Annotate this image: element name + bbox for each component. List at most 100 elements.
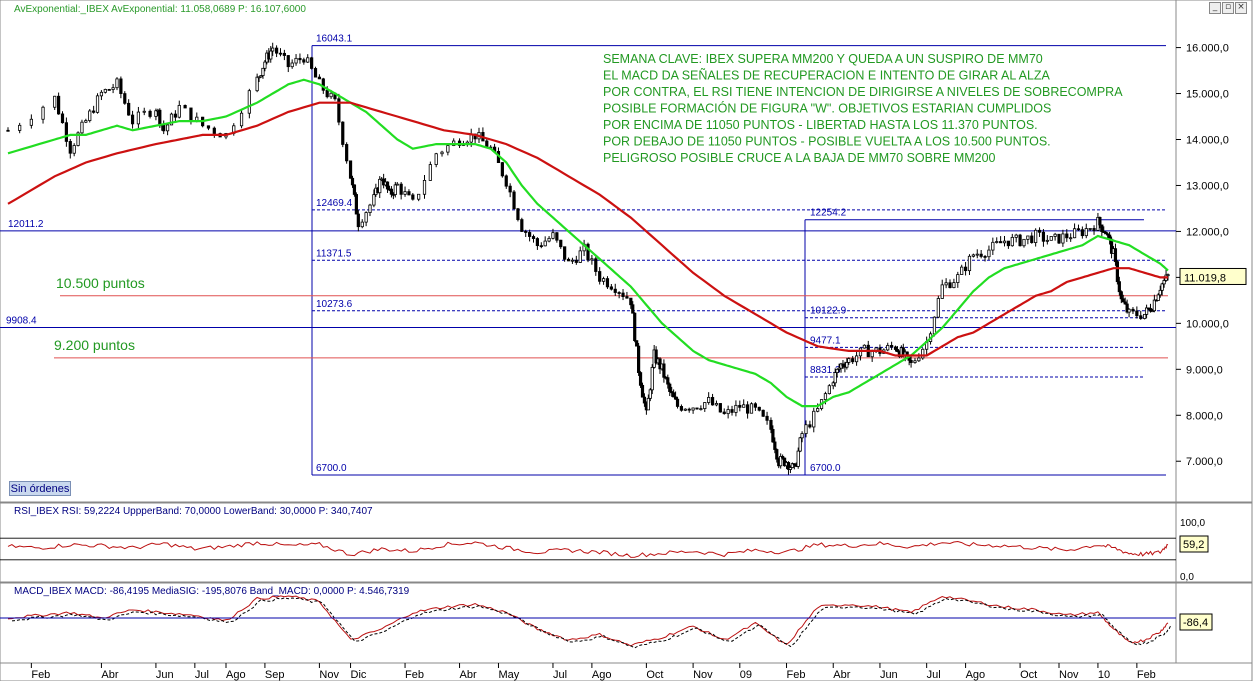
price-candle (1148, 308, 1153, 312)
price-candle (753, 403, 757, 408)
price-candle (637, 345, 641, 373)
price-candle (368, 204, 372, 213)
price-candle (1057, 233, 1061, 244)
price-candle (516, 208, 520, 220)
price-candle (679, 406, 684, 411)
price-candle (321, 78, 325, 91)
price-candle (635, 340, 639, 347)
price-candle (749, 403, 754, 414)
maximize-icon[interactable]: ▫ (1222, 2, 1234, 14)
price-candle (337, 98, 341, 123)
price-candle (302, 59, 306, 63)
price-candle (833, 372, 837, 384)
price-candle (745, 404, 750, 414)
price-candle (403, 191, 407, 195)
price-candle (539, 245, 543, 248)
price-candle (95, 95, 100, 113)
fib2-level-label: 10122.9 (810, 306, 847, 317)
price-candle (1166, 274, 1170, 277)
price-candle (979, 253, 983, 257)
price-candle (601, 278, 606, 282)
price-candle (893, 346, 898, 350)
price-candle (142, 110, 146, 113)
price-candle (936, 298, 940, 318)
price-candle (913, 360, 917, 363)
price-candle (590, 258, 594, 261)
x-tick-label: Jul (553, 669, 567, 681)
rsi-panel-frame (0, 502, 1253, 583)
price-candle (269, 50, 273, 60)
x-tick-label: Abr (460, 669, 477, 681)
fib1-level-label: 11371.5 (316, 248, 352, 259)
price-candle (662, 363, 666, 378)
price-candle (631, 304, 635, 314)
y-tick-label: 16.000,0 (1186, 43, 1229, 55)
price-candle (440, 151, 444, 155)
price-candle (348, 160, 353, 179)
price-candle (274, 47, 279, 54)
fib2-bottom-label: 6700.0 (810, 463, 841, 474)
price-candle (1150, 310, 1155, 313)
price-candle (378, 178, 382, 194)
mm70-line (7, 78, 1169, 408)
no-orders-button[interactable]: Sin órdenes (9, 481, 71, 496)
price-candle (854, 355, 859, 363)
price-candle (718, 403, 722, 413)
price-candle (294, 57, 298, 64)
close-icon[interactable]: × (1235, 2, 1247, 14)
price-candle (687, 408, 691, 411)
price-candle (837, 367, 841, 370)
price-candle (944, 282, 948, 286)
price-candle (329, 92, 333, 98)
price-candle (417, 193, 421, 200)
price-candle (177, 105, 181, 118)
price-candle (1026, 235, 1030, 240)
price-candle (672, 392, 676, 398)
price-candle (547, 237, 551, 242)
price-candle (769, 419, 773, 430)
main-panel-frame (0, 0, 1253, 503)
price-candle (1006, 240, 1011, 247)
price-candle (650, 366, 654, 391)
price-candle (699, 408, 703, 411)
price-candle (1100, 224, 1104, 232)
minimize-icon[interactable]: _ (1209, 2, 1221, 14)
price-candle (1144, 307, 1149, 315)
x-tick-label: Oct (646, 669, 663, 681)
price-candle (107, 89, 111, 91)
price-candle (1061, 233, 1065, 244)
rsi-header-label: RSI_IBEX RSI: 59,2224 UppperBand: 70,000… (14, 506, 373, 517)
x-tick-label: Feb (787, 669, 806, 681)
price-candle (613, 288, 617, 293)
price-candle (779, 456, 783, 467)
price-candle (1014, 234, 1018, 238)
price-candle (975, 253, 979, 256)
price-candle (1106, 233, 1110, 236)
x-tick-label: Sep (265, 669, 285, 681)
price-candle (609, 286, 613, 290)
price-candle (1143, 313, 1147, 319)
y-tick-label: 7.000,0 (1186, 456, 1223, 468)
price-candle (707, 397, 711, 403)
price-candle (1065, 233, 1069, 239)
price-candle (500, 162, 504, 177)
price-candle (317, 76, 322, 80)
price-candle (1076, 228, 1081, 231)
price-candle (633, 312, 637, 341)
price-candle (1123, 301, 1127, 305)
rsi-line (7, 540, 1169, 558)
price-candle (1113, 248, 1118, 263)
price-candle (566, 258, 571, 262)
price-candle (675, 398, 680, 407)
price-candle (666, 377, 670, 385)
price-candle (1018, 234, 1022, 247)
price-candle (917, 357, 921, 362)
price-candle (796, 450, 800, 467)
price-candle (239, 112, 244, 127)
price-candle (123, 93, 127, 104)
price-candle (84, 120, 88, 123)
price-candle (1002, 240, 1007, 244)
price-candle (504, 175, 508, 187)
price-candle (341, 121, 345, 145)
price-candle (1092, 228, 1096, 231)
